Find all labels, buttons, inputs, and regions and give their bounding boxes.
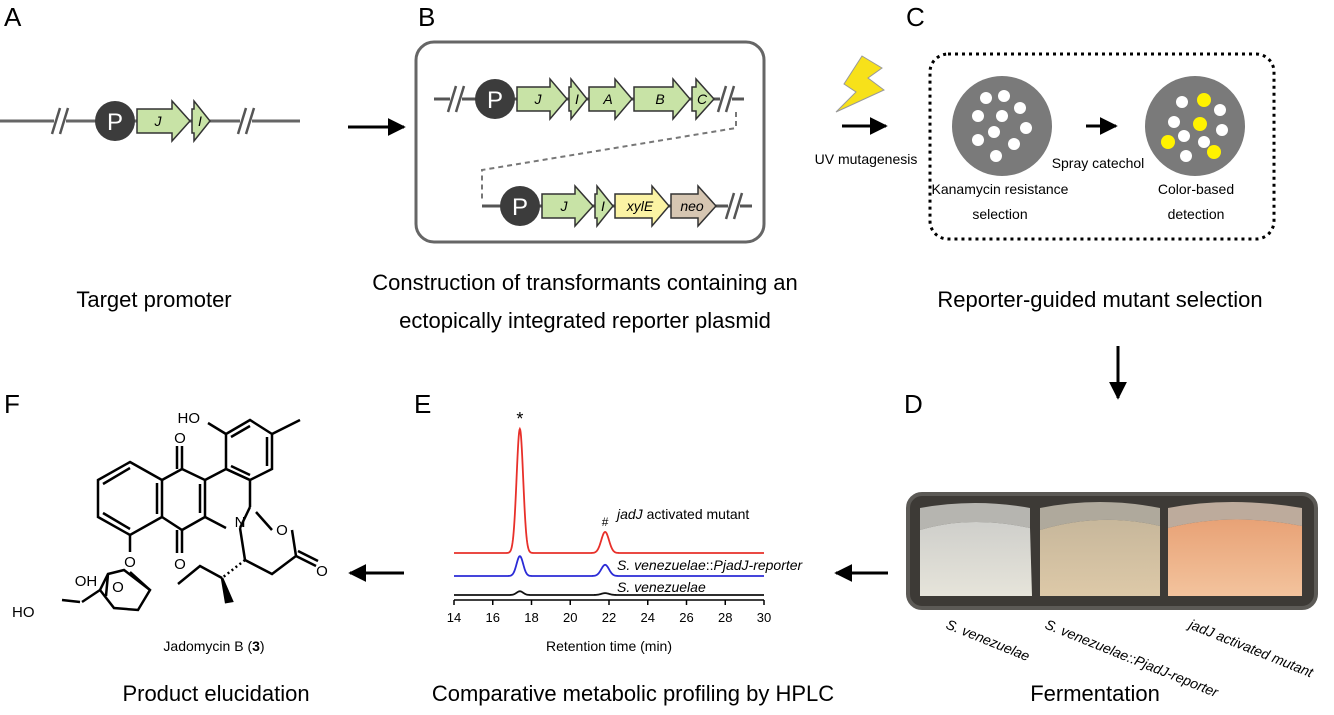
atom-oh: OH [75,573,98,590]
gene-xyle-arrow [614,183,670,229]
gene-j-label: J [534,91,543,107]
promoter-label: P [512,194,528,221]
gene-j-arrow [541,184,595,228]
plasmid-box [414,40,766,244]
flask-label-3: jadJ activated mutant [1185,615,1317,681]
x-tick-label: 30 [757,610,771,625]
structure-atoms: HO O O N O O O O OH HO [12,410,328,621]
plate1-label-line1: Kanamycin resistance [932,181,1069,197]
gene-neo-arrow [670,184,718,228]
spray-label: Spray catechol [1052,155,1145,171]
trace-label-mutant: jadJ activated mutant [615,506,749,522]
caption-a: Target promoter [76,287,231,312]
promoter-icon [500,186,540,226]
x-tick-label: 26 [679,610,693,625]
trace-line [454,426,764,554]
atom-o1: O [174,430,186,447]
atom-o-carbonyl: O [316,563,328,580]
hplc-chart: 14 16 18 20 22 24 26 28 30 * # jadJ activated mu… [447,409,804,654]
atom-n: N [235,514,246,531]
peak-mark-hash: # [602,515,609,529]
gene-c-label: C [697,91,708,107]
panel-b: B P J I A B C P J I xylE [372,2,798,333]
trace-line [454,590,764,596]
caption-c: Reporter-guided mutant selection [937,287,1262,312]
uv-bolt-icon [835,55,885,113]
promoter-icon [95,101,135,141]
atom-o-sugar: O [112,579,124,596]
traces [454,426,764,596]
atom-ho-sugar: HO [12,604,35,621]
compound-label: Jadomycin B (3) [163,638,264,654]
gene-b-label: B [655,91,664,107]
panel-letter-e: E [414,389,431,419]
atom-ho-top: HO [178,410,201,427]
gene-b-arrow [633,76,691,122]
plate2-label-line2: detection [1168,206,1225,222]
panel-letter-d: D [904,389,923,419]
gene-a-label: A [602,91,612,107]
promoter-icon [475,79,515,119]
gene-j-label: J [560,198,569,214]
flask-mutant [1168,519,1302,596]
atom-o2: O [174,556,186,573]
x-axis-label: Retention time (min) [546,638,672,654]
caption-f: Product elucidation [122,681,309,706]
panel-letter-b: B [418,2,435,32]
panel-d: D S. venezuelae S. venezuelae::PjadJ-rep… [904,389,1318,706]
x-tick-label: 20 [563,610,577,625]
x-tick-label: 18 [524,610,538,625]
gene-neo-label: neo [680,198,704,214]
x-tick-label: 28 [718,610,732,625]
gene-i-label: I [601,198,605,214]
atom-o-ring: O [276,522,288,539]
caption-b-line1: Construction of transformants containing… [372,270,798,295]
promoter-label: P [107,109,123,136]
peak-mark-star: * [516,409,523,429]
trace-line [454,555,764,577]
gene-xyle-label: xylE [626,198,654,214]
plate1-label-line2: selection [972,206,1027,222]
gene-i-label: I [575,91,579,107]
caption-e: Comparative metabolic profiling by HPLC [432,681,834,706]
panel-f: F [4,389,328,706]
panel-e: E 14 16 18 20 22 24 26 28 30 * # jadJ activated … [414,389,834,706]
gene-a-arrow [588,76,633,122]
panel-letter-a: A [4,2,22,32]
colonies-white [972,90,1032,162]
x-ticks: 14 16 18 20 22 24 26 28 30 [447,600,771,625]
plate-kanamycin [952,76,1052,176]
uv-label: UV mutagenesis [815,151,918,167]
gene-i-arrow [594,183,614,229]
gene-c-arrow [691,77,716,121]
atom-o-ether: O [124,554,136,571]
x-tick-label: 22 [602,610,616,625]
gene-j-arrow [516,76,568,122]
plate2-label-line1: Color-based [1158,181,1234,197]
trace-label-wildtype: S. venezuelae [617,579,706,595]
panel-c: C Spray catechol Kanamycin resistance se… [906,2,1276,312]
gene-i-label: I [198,113,202,129]
jadomycin-structure [61,418,319,612]
x-tick-label: 24 [641,610,655,625]
panel-letter-f: F [4,389,20,419]
flask-label-1: S. venezuelae [944,616,1032,664]
gene-i-arrow [568,76,588,122]
caption-b-line2: ectopically integrated reporter plasmid [399,308,771,333]
caption-d: Fermentation [1030,681,1160,706]
gene-j-label: J [154,113,163,129]
flask-reporter [1040,519,1160,596]
gene-i-arrow [191,98,211,144]
gene-j-arrow [136,99,192,143]
flask-wild-type [920,521,1032,596]
x-tick-label: 14 [447,610,461,625]
colonies-mixed [1161,93,1228,162]
promoter-label: P [487,87,503,114]
x-tick-label: 16 [486,610,500,625]
panel-a: A P J I Target promoter [0,2,300,312]
trace-label-reporter: S. venezuelae::PjadJ-reporter [617,557,804,573]
panel-letter-c: C [906,2,925,32]
